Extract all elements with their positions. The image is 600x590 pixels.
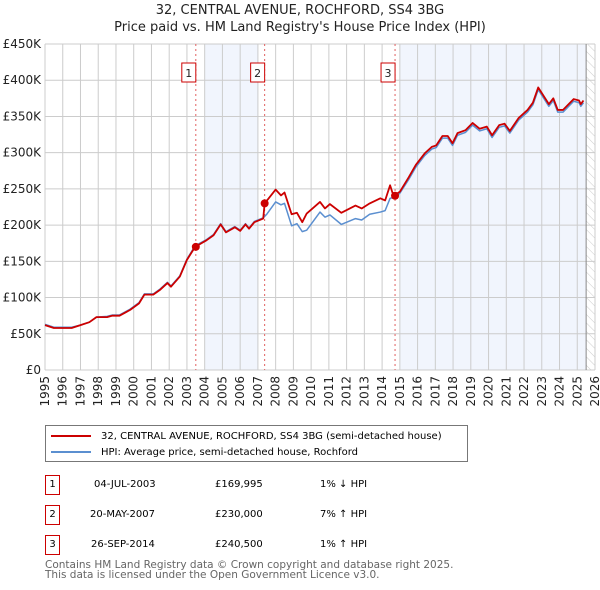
y-tick-label: £0 bbox=[26, 363, 41, 377]
x-tick-label: 1999 bbox=[109, 376, 123, 407]
x-tick-label: 2024 bbox=[553, 376, 567, 407]
x-tick-label: 2022 bbox=[517, 376, 531, 407]
sale-point bbox=[260, 199, 269, 208]
sale-number: 3 bbox=[45, 535, 60, 555]
sale-marker-label: 1 bbox=[181, 62, 197, 83]
sale-number: 2 bbox=[45, 505, 60, 525]
sale-marker-label: 2 bbox=[250, 62, 266, 83]
sale-price: £240,500 bbox=[215, 539, 263, 550]
sale-point bbox=[191, 242, 200, 251]
x-tick-label: 2012 bbox=[340, 376, 354, 407]
x-tick-label: 2025 bbox=[570, 376, 584, 407]
sale-hpi-diff: 1% ↓ HPI bbox=[320, 479, 368, 490]
sale-label-box bbox=[250, 62, 266, 83]
sale-price: £169,995 bbox=[215, 479, 263, 490]
sale-date: 26-SEP-2014 bbox=[91, 539, 155, 550]
y-tick-label: £400K bbox=[3, 73, 43, 87]
y-tick-label: £450K bbox=[3, 37, 43, 51]
x-tick-label: 2019 bbox=[464, 376, 478, 407]
sale-label-box bbox=[380, 62, 396, 83]
x-tick-label: 2015 bbox=[393, 376, 407, 407]
sale-hpi-diff: 7% ↑ HPI bbox=[320, 509, 368, 520]
sale-label-number: 2 bbox=[254, 67, 261, 80]
y-tick-label: £350K bbox=[3, 109, 43, 123]
legend-swatch-red bbox=[51, 435, 91, 437]
sale-label-box bbox=[181, 62, 197, 83]
legend-label: 32, CENTRAL AVENUE, ROCHFORD, SS4 3BG (s… bbox=[101, 430, 442, 442]
y-tick-label: £250K bbox=[3, 182, 43, 196]
y-tick-label: £200K bbox=[3, 218, 43, 232]
sale-row: 2 20-MAY-2007 £230,000 7% ↑ HPI bbox=[45, 505, 465, 525]
footer-licence: This data is licensed under the Open Gov… bbox=[45, 569, 380, 581]
x-tick-label: 1997 bbox=[73, 376, 87, 407]
sale-date: 20-MAY-2007 bbox=[90, 509, 156, 520]
x-tick-label: 2006 bbox=[233, 376, 247, 407]
sale-label-number: 3 bbox=[385, 67, 392, 80]
legend-item-property: 32, CENTRAL AVENUE, ROCHFORD, SS4 3BG (s… bbox=[46, 428, 442, 444]
legend: 32, CENTRAL AVENUE, ROCHFORD, SS4 3BG (s… bbox=[45, 425, 468, 462]
chart-title: 32, CENTRAL AVENUE, ROCHFORD, SS4 3BG bbox=[155, 3, 445, 18]
sale-number: 1 bbox=[45, 475, 60, 495]
x-tick-label: 2004 bbox=[198, 376, 212, 407]
sale-marker-label: 3 bbox=[380, 62, 396, 83]
x-tick-label: 2007 bbox=[251, 376, 265, 407]
x-tick-label: 2011 bbox=[322, 376, 336, 407]
chart-subtitle: Price paid vs. HM Land Registry's House … bbox=[114, 20, 486, 35]
sale-hpi-diff: 1% ↑ HPI bbox=[320, 539, 368, 550]
x-tick-label: 2017 bbox=[428, 376, 442, 407]
x-tick-label: 2000 bbox=[127, 376, 141, 407]
x-tick-label: 1996 bbox=[56, 376, 70, 407]
x-tick-label: 2005 bbox=[215, 376, 229, 407]
x-tick-label: 2008 bbox=[269, 376, 283, 407]
x-tick-label: 2009 bbox=[286, 376, 300, 407]
x-tick-label: 2014 bbox=[375, 376, 389, 407]
footer: Contains HM Land Registry data © Crown c… bbox=[45, 559, 454, 581]
x-tick-label: 2010 bbox=[304, 376, 318, 407]
shaded-period bbox=[204, 44, 258, 370]
forecast-hatch bbox=[586, 44, 595, 370]
sale-price: £230,000 bbox=[215, 509, 263, 520]
y-tick-label: £50K bbox=[10, 327, 42, 341]
x-tick-label: 2016 bbox=[411, 376, 425, 407]
y-tick-label: £100K bbox=[3, 291, 43, 305]
x-tick-label: 2001 bbox=[144, 376, 158, 407]
x-tick-label: 1995 bbox=[38, 376, 52, 407]
x-tick-label: 2018 bbox=[446, 376, 460, 407]
x-tick-label: 2013 bbox=[357, 376, 371, 407]
price-chart: £0 £50K £100K £150K £200K £250K £300K £350K £400… bbox=[3, 37, 600, 407]
sale-date: 04-JUL-2003 bbox=[94, 479, 156, 490]
sale-label-number: 1 bbox=[185, 67, 192, 80]
legend-label: HPI: Average price, semi-detached house,… bbox=[101, 446, 358, 458]
x-tick-label: 2020 bbox=[482, 376, 496, 407]
x-tick-label: 2021 bbox=[499, 376, 513, 407]
x-tick-label: 2023 bbox=[535, 376, 549, 407]
x-tick-label: 2026 bbox=[588, 376, 600, 407]
x-tick-label: 2003 bbox=[180, 376, 194, 407]
legend-swatch-blue bbox=[51, 451, 91, 453]
y-tick-label: £150K bbox=[3, 254, 43, 268]
price-paid-line bbox=[44, 86, 585, 329]
sale-point bbox=[391, 191, 400, 200]
sale-row: 1 04-JUL-2003 £169,995 1% ↓ HPI bbox=[45, 475, 465, 495]
x-tick-label: 2002 bbox=[162, 376, 176, 407]
footer-copyright: Contains HM Land Registry data © Crown c… bbox=[45, 559, 454, 571]
x-tick-label: 1998 bbox=[91, 376, 105, 407]
legend-item-hpi: HPI: Average price, semi-detached house,… bbox=[46, 444, 358, 460]
shaded-period bbox=[399, 44, 587, 370]
y-tick-label: £300K bbox=[3, 146, 43, 160]
sale-row: 3 26-SEP-2014 £240,500 1% ↑ HPI bbox=[45, 535, 465, 555]
